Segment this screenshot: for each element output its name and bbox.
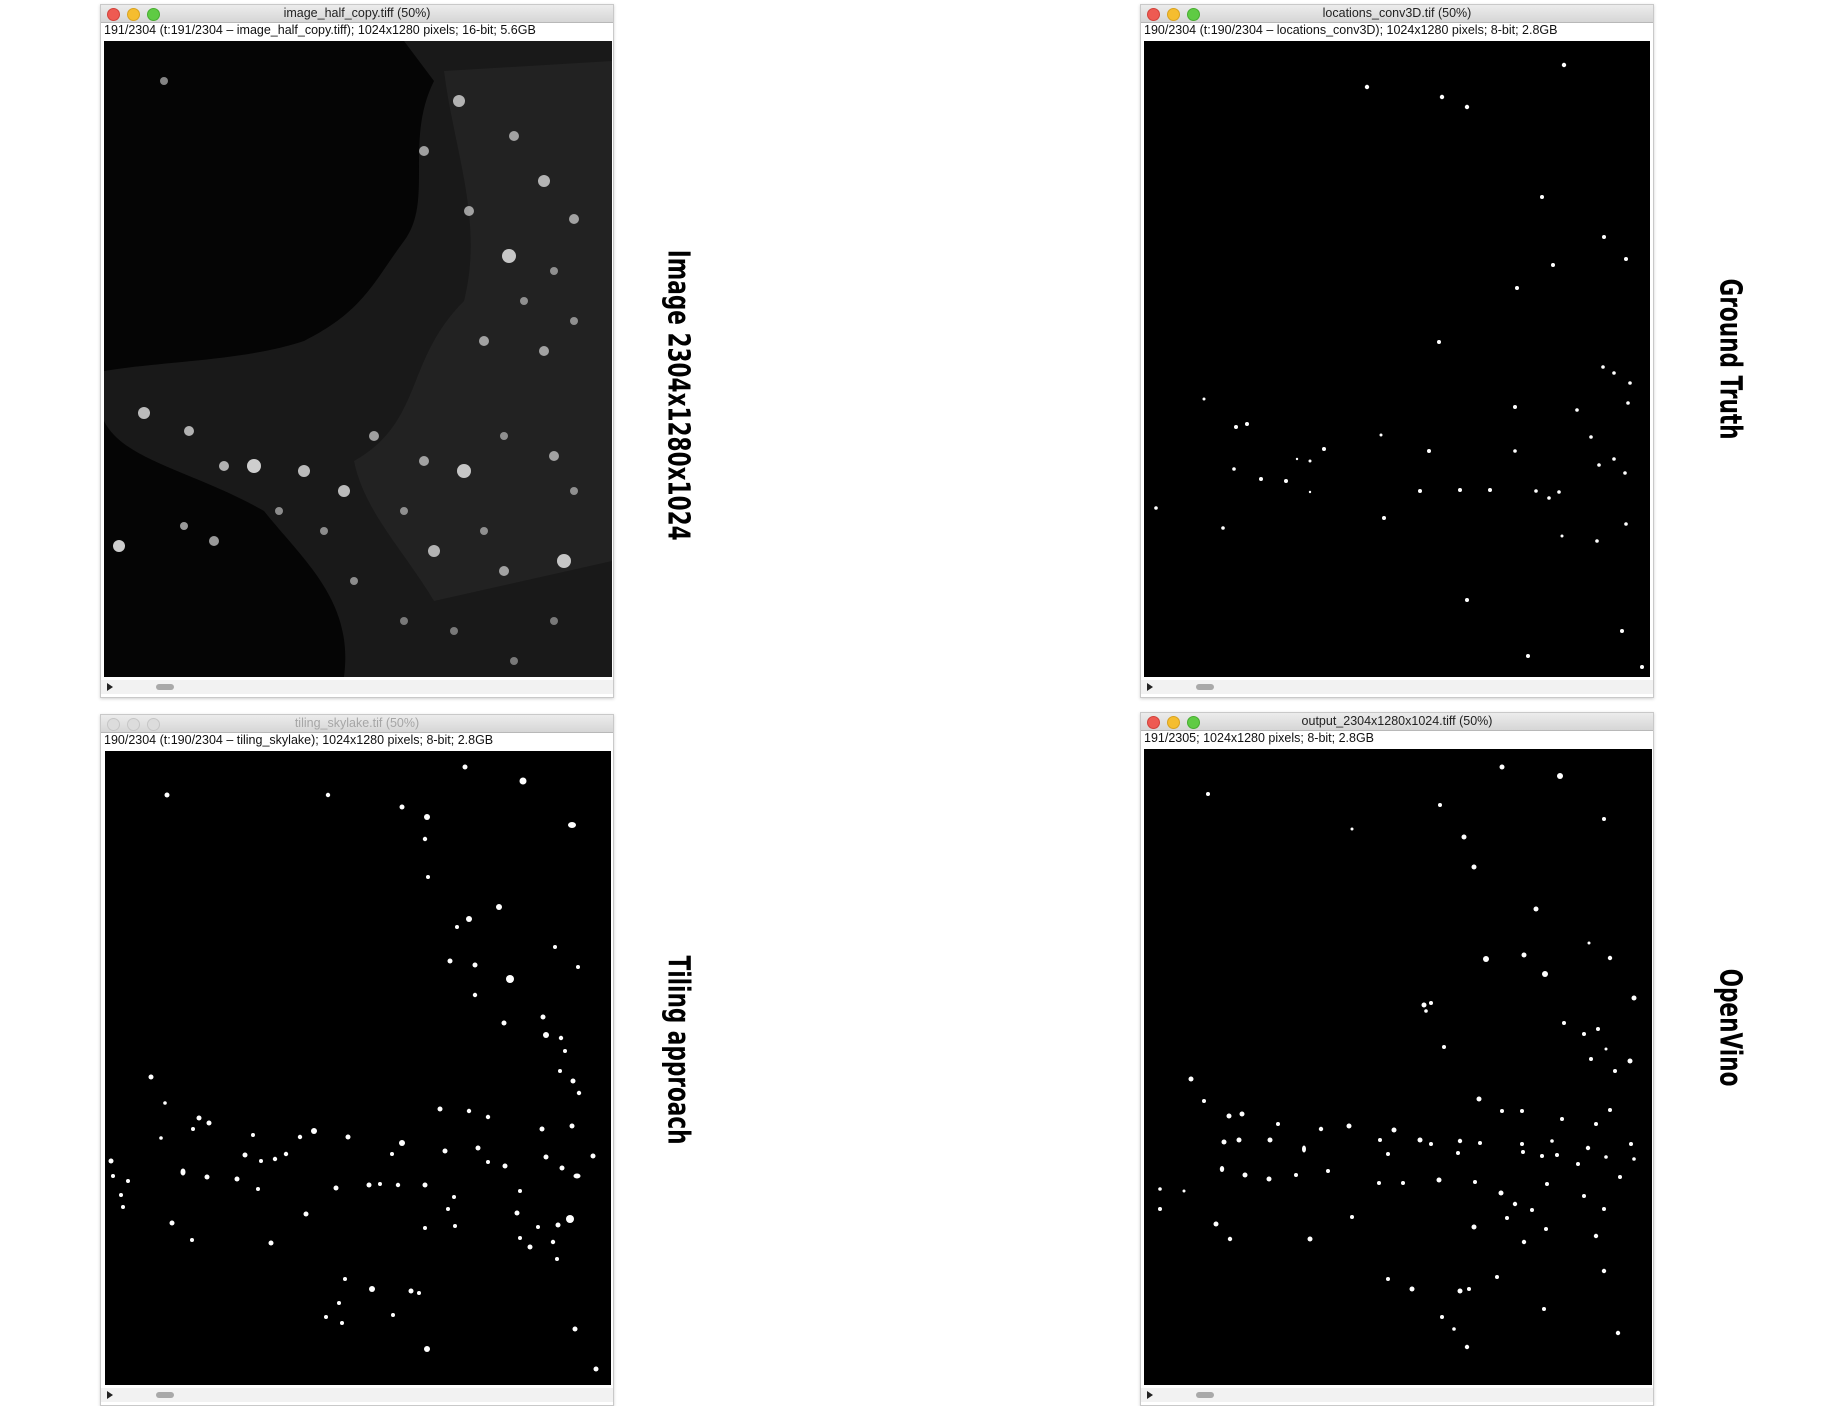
close-icon[interactable] [107, 718, 120, 731]
window-title: locations_conv3D.tif (50%) [1322, 6, 1472, 20]
scroll-thumb[interactable] [1196, 1392, 1214, 1398]
ground-truth-info-line: 190/2304 (t:190/2304 – locations_conv3D)… [1144, 23, 1558, 37]
close-icon[interactable] [107, 8, 120, 21]
window-title: image_half_copy.tiff (50%) [283, 6, 431, 20]
image-canvas[interactable] [104, 41, 612, 677]
image-info-line: 191/2304 (t:191/2304 – image_half_copy.t… [104, 23, 536, 37]
maximize-icon[interactable] [147, 8, 160, 21]
cell-bodies [113, 77, 579, 665]
play-icon[interactable] [1147, 1391, 1153, 1399]
label-image: Image 2304x1280x1024 [660, 249, 696, 541]
image-canvas-svg [104, 41, 612, 677]
minimize-icon[interactable] [1167, 716, 1180, 729]
maximize-icon[interactable] [147, 718, 160, 731]
openvino-dots [1158, 764, 1637, 1350]
tiling-info-line: 190/2304 (t:190/2304 – tiling_skylake); … [104, 733, 494, 747]
scroll-thumb[interactable] [1196, 684, 1214, 690]
maximize-icon[interactable] [1187, 8, 1200, 21]
tiling-window[interactable]: tiling_skylake.tif (50%) 190/2304 (t:190… [100, 714, 614, 1406]
tissue-haze-inner [354, 61, 612, 601]
openvino-titlebar[interactable]: output_2304x1280x1024.tiff (50%) [1141, 713, 1653, 731]
ground-truth-titlebar[interactable]: locations_conv3D.tif (50%) [1141, 5, 1653, 23]
image-window-titlebar[interactable]: image_half_copy.tiff (50%) [101, 5, 613, 23]
openvino-info-line: 191/2305; 1024x1280 pixels; 8-bit; 2.8GB [1144, 731, 1375, 745]
close-icon[interactable] [1147, 716, 1160, 729]
frame-scrollbar[interactable] [1141, 680, 1653, 694]
scroll-thumb[interactable] [156, 684, 174, 690]
play-icon[interactable] [1147, 683, 1153, 691]
scroll-thumb[interactable] [156, 1392, 174, 1398]
tiling-titlebar[interactable]: tiling_skylake.tif (50%) [101, 715, 613, 733]
label-ground-truth: Ground Truth [1712, 278, 1748, 440]
image-window[interactable]: image_half_copy.tiff (50%) 191/2304 (t:1… [100, 4, 614, 698]
close-icon[interactable] [1147, 8, 1160, 21]
frame-scrollbar[interactable] [101, 680, 613, 694]
maximize-icon[interactable] [1187, 716, 1200, 729]
minimize-icon[interactable] [127, 8, 140, 21]
ground-truth-dots [1154, 62, 1644, 669]
tiling-dots [108, 764, 599, 1372]
label-tiling: Tiling approach [660, 955, 696, 1145]
openvino-canvas[interactable] [1144, 749, 1652, 1385]
label-openvino: OpenVino [1712, 968, 1748, 1087]
openvino-window[interactable]: output_2304x1280x1024.tiff (50%) 191/230… [1140, 712, 1654, 1406]
window-title: tiling_skylake.tif (50%) [294, 716, 420, 730]
play-icon[interactable] [107, 683, 113, 691]
frame-scrollbar[interactable] [1141, 1388, 1653, 1402]
tiling-canvas[interactable] [105, 751, 611, 1385]
window-title: output_2304x1280x1024.tiff (50%) [1301, 714, 1493, 728]
minimize-icon[interactable] [1167, 8, 1180, 21]
minimize-icon[interactable] [127, 718, 140, 731]
ground-truth-window[interactable]: locations_conv3D.tif (50%) 190/2304 (t:1… [1140, 4, 1654, 698]
play-icon[interactable] [107, 1391, 113, 1399]
frame-scrollbar[interactable] [101, 1388, 613, 1402]
ground-truth-canvas[interactable] [1144, 41, 1650, 677]
